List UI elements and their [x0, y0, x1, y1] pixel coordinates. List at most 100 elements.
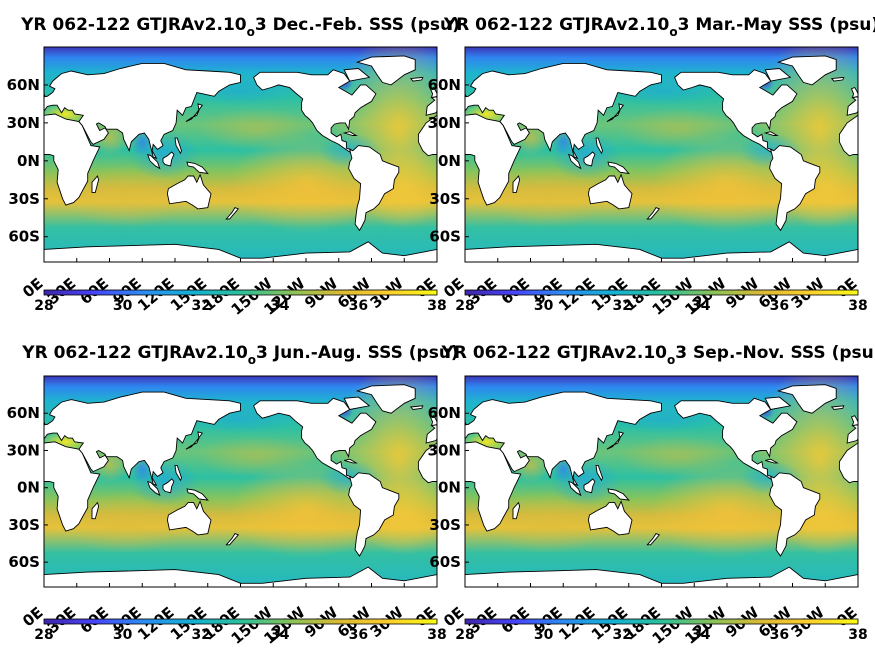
landmass-uk [850, 415, 858, 427]
colorbar-tick-label: 36 [349, 627, 368, 643]
lat-tick-label: 30N [7, 441, 40, 459]
sss-field [44, 47, 437, 262]
colorbar-tick-label: 36 [770, 298, 789, 314]
colorbar-tick-label: 38 [848, 298, 867, 314]
sss-field [465, 376, 858, 587]
landmass-uk [429, 415, 437, 427]
landmass-northamerica [674, 397, 798, 480]
colorbar [464, 618, 859, 625]
landmass-iceland [409, 405, 424, 410]
colorbar-tick-label: 30 [534, 298, 554, 314]
landmass-uk [429, 86, 437, 99]
landmass-sumatra [146, 480, 161, 497]
colorbar-tick-label: 32 [612, 627, 631, 643]
lat-tick-label: 30S [8, 190, 40, 208]
landmass-borneo [583, 478, 596, 494]
colorbar [464, 289, 859, 296]
landmass-africa [44, 113, 101, 206]
lat-tick-label: 60S [429, 228, 461, 246]
landmass-baffin [764, 68, 792, 82]
landmass-greenland [776, 55, 837, 86]
landmass-cuba [763, 131, 779, 136]
landmass-baffin [343, 68, 371, 82]
landmass-baffin [343, 396, 371, 411]
landmass-eurasia [846, 96, 858, 116]
lat-tick-label: 30S [8, 516, 40, 534]
landmass-iceland [830, 76, 845, 82]
landmass-antarctica [465, 241, 858, 262]
landmass-philippines [174, 464, 182, 482]
lat-tick-label: 60N [428, 404, 461, 422]
landmass-eurasia [846, 424, 858, 444]
landmass-newzealand [646, 207, 661, 220]
colorbar-tick-label: 38 [427, 627, 446, 643]
land-masses [465, 384, 858, 587]
landmass-africa [838, 114, 858, 157]
landmass-greenland [776, 384, 837, 414]
landmass-africa [417, 114, 437, 157]
landmass-northamerica [253, 69, 377, 153]
colorbar-tick-label: 28 [34, 298, 53, 314]
colorbar-tick-label: 38 [848, 627, 867, 643]
landmass-philippines [595, 137, 603, 155]
lat-tick-label: 30N [7, 114, 40, 132]
landmass-cuba [765, 458, 779, 464]
landmass-newguinea [607, 161, 630, 175]
panel-title: YR 062-122 GTJRAv2.10o3 Sep.-Nov. SSS (p… [441, 343, 875, 367]
colorbar-tick-label: 36 [349, 298, 368, 314]
landmass-japan [606, 103, 625, 123]
colorbar-tick-label: 34 [691, 298, 711, 314]
landmass-africa [465, 441, 522, 532]
landmass-cuba [344, 458, 358, 464]
landmass-newzealand [225, 207, 240, 220]
landmass-madagascar [91, 175, 100, 193]
landmass-southamerica [348, 472, 400, 557]
landmass-antarctica [44, 241, 437, 262]
lat-tick-label: 30S [429, 190, 461, 208]
colorbar-tick-label: 32 [191, 627, 210, 643]
landmass-australia [166, 500, 212, 536]
lat-tick-label: 30S [429, 516, 461, 534]
lat-tick-label: 60N [428, 76, 461, 94]
landmass-greenland [355, 55, 416, 86]
landmass-eurasia [425, 96, 437, 116]
landmass-iceland [830, 405, 845, 410]
lat-tick-label: 30N [428, 114, 461, 132]
colorbar-tick-label: 32 [191, 298, 210, 314]
landmass-philippines [174, 137, 182, 155]
colorbar-tick-label: 34 [270, 627, 290, 643]
landmass-eurasia [465, 62, 662, 160]
landmass-greenland [355, 384, 416, 414]
land-masses [465, 55, 858, 262]
landmass-africa [465, 113, 522, 206]
landmass-philippines [595, 464, 603, 482]
landmass-baffin [764, 396, 792, 411]
panel-title: YR 062-122 GTJRAv2.10o3 Dec.-Feb. SSS (p… [20, 15, 460, 39]
colorbar-tick-label: 32 [612, 298, 631, 314]
lat-tick-label: 0N [438, 152, 461, 170]
lat-tick-label: 60N [7, 404, 40, 422]
sss-field [465, 47, 858, 262]
landmass-antarctica [44, 566, 437, 587]
landmass-sumatra [567, 480, 582, 497]
landmass-sumatra [146, 153, 161, 170]
colorbar-tick-label: 28 [455, 627, 474, 643]
colorbar-tick-label: 34 [270, 298, 290, 314]
map-panel-1: 60N30N0N30S60S0E30E60E90E120E150E180E150… [7, 15, 460, 319]
lat-tick-label: 0N [438, 479, 461, 497]
landmass-eurasia [465, 391, 662, 487]
land-masses [44, 55, 437, 262]
colorbar [43, 289, 438, 296]
colorbar [43, 618, 438, 625]
landmass-africa [417, 442, 437, 484]
landmass-cuba [342, 131, 358, 136]
lat-tick-label: 60S [8, 553, 40, 571]
landmass-southamerica [769, 472, 821, 557]
landmass-borneo [162, 478, 175, 494]
landmass-newguinea [607, 488, 630, 501]
landmass-africa [838, 442, 858, 484]
land-masses [44, 384, 437, 587]
panel-title: YR 062-122 GTJRAv2.10o3 Jun.-Aug. SSS (p… [21, 343, 458, 367]
landmass-madagascar [512, 501, 521, 520]
panel-title: YR 062-122 GTJRAv2.10o3 Mar.-May SSS (ps… [443, 15, 875, 39]
